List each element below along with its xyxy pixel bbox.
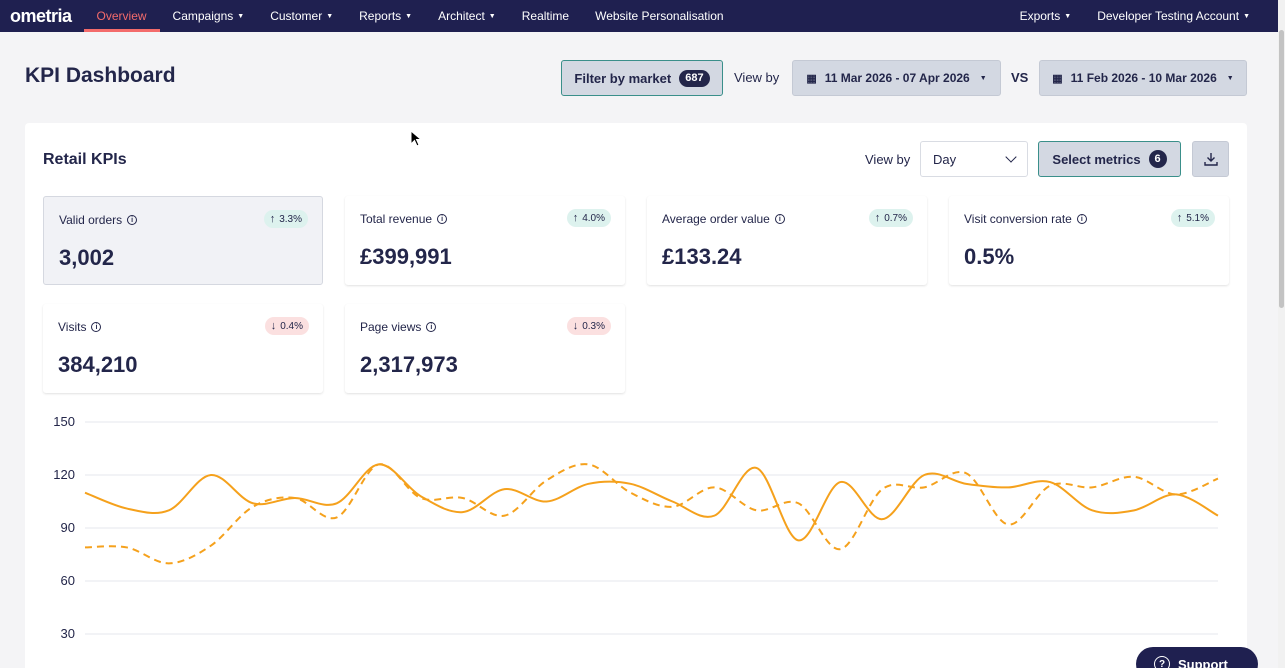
retail-kpis-card: Retail KPIs View by Day Select metrics 6… [25, 123, 1247, 668]
chevron-down-icon [1005, 151, 1017, 163]
info-icon[interactable]: i [774, 214, 785, 224]
calendar-icon: ▦ [1052, 72, 1063, 85]
delta-badge: ↓ 0.3% [566, 317, 611, 335]
ometria-logo[interactable]: ometria [10, 5, 72, 26]
arrow-up-icon: ↑ [1176, 212, 1183, 224]
caret-down-icon: ▼ [1226, 74, 1234, 82]
kpi-value: 2,317,973 [360, 352, 458, 377]
compare-range-picker[interactable]: ▦ 11 Feb 2026 - 10 Mar 2026 ▼ [1039, 60, 1247, 96]
kpi-valid-orders[interactable]: Valid orders i ↑ 3.3% 3,002 [43, 196, 323, 285]
caret-down-icon: ▼ [405, 12, 413, 20]
mouse-cursor-icon [410, 130, 422, 147]
info-icon[interactable]: i [426, 322, 437, 332]
delta-badge: ↑ 3.3% [263, 210, 308, 228]
kpi-value: £133.24 [662, 244, 742, 269]
delta-badge: ↑ 4.0% [566, 209, 611, 227]
question-icon: ? [1154, 656, 1170, 668]
kpi-page-views[interactable]: Page views i ↓ 0.3% 2,317,973 [345, 304, 625, 393]
arrow-up-icon: ↑ [572, 212, 579, 224]
kpi-total-revenue[interactable]: Total revenue i ↑ 4.0% £399,991 [345, 196, 625, 285]
delta-badge: ↓ 0.4% [264, 317, 309, 335]
caret-down-icon: ▼ [237, 12, 245, 20]
support-button[interactable]: ? Support [1136, 647, 1258, 668]
filter-by-market-button[interactable]: Filter by market 687 [561, 60, 723, 96]
arrow-up-icon: ↑ [269, 213, 276, 225]
top-nav: ometria Overview Campaigns ▼ Customer ▼ Re… [0, 0, 1278, 32]
y-tick-label: 30 [61, 626, 75, 641]
info-icon[interactable]: i [1076, 214, 1087, 224]
kpi-value: 0.5% [964, 244, 1015, 269]
kpi-visit-conversion-rate[interactable]: Visit conversion rate i ↑ 5.1% 0.5% [949, 196, 1229, 285]
caret-down-icon: ▼ [326, 12, 334, 20]
date-range-picker[interactable]: ▦ 11 Mar 2026 - 07 Apr 2026 ▼ [792, 60, 1001, 96]
caret-down-icon: ▼ [1243, 12, 1250, 20]
y-tick-label: 90 [61, 520, 75, 535]
kpi-value: 3,002 [59, 245, 115, 270]
download-button[interactable] [1192, 141, 1229, 177]
kpi-average-order-value[interactable]: Average order value i ↑ 0.7% £133.24 [647, 196, 927, 285]
download-icon [1203, 153, 1218, 166]
metrics-count-badge: 6 [1148, 150, 1167, 168]
select-metrics-button[interactable]: Select metrics 6 [1038, 141, 1181, 177]
y-tick-label: 120 [53, 467, 75, 482]
page-title: KPI Dashboard [25, 64, 176, 87]
nav-reports[interactable]: Reports ▼ [359, 9, 413, 23]
y-tick-label: 150 [53, 414, 75, 429]
caret-down-icon: ▼ [488, 12, 496, 20]
kpi-visits[interactable]: Visits i ↓ 0.4% 384,210 [43, 304, 323, 393]
nav-exports[interactable]: Exports ▼ [1019, 9, 1072, 23]
comparison-series-line[interactable] [84, 463, 1219, 565]
nav-overview[interactable]: Overview [83, 0, 160, 32]
kpi-value: £399,991 [360, 244, 452, 269]
nav-campaigns[interactable]: Campaigns ▼ [172, 9, 245, 23]
y-tick-label: 60 [61, 573, 75, 588]
nav-realtime[interactable]: Realtime [521, 9, 570, 23]
caret-down-icon: ▼ [979, 74, 987, 82]
current-series-line[interactable] [84, 463, 1219, 542]
info-icon[interactable]: i [91, 322, 102, 332]
market-count-badge: 687 [679, 69, 710, 87]
nav-account-menu[interactable]: Developer Testing Account ▼ [1097, 9, 1250, 23]
kpi-value: 384,210 [58, 352, 138, 377]
delta-badge: ↑ 0.7% [868, 209, 913, 227]
arrow-up-icon: ↑ [874, 212, 881, 224]
card-title: Retail KPIs [43, 151, 127, 168]
vs-label: VS [1011, 70, 1029, 85]
kpi-line-chart: 150 120 90 60 30 [53, 414, 1219, 641]
scrollbar-thumb[interactable] [1279, 30, 1284, 308]
nav-website-personalisation[interactable]: Website Personalisation [595, 9, 724, 23]
page-scrollbar[interactable] [1278, 0, 1285, 668]
info-icon[interactable]: i [437, 214, 448, 224]
granularity-label: View by [865, 152, 911, 167]
info-icon[interactable]: i [127, 215, 138, 225]
delta-badge: ↑ 5.1% [1170, 209, 1215, 227]
arrow-down-icon: ↓ [270, 320, 277, 332]
nav-customer[interactable]: Customer ▼ [270, 9, 334, 23]
arrow-down-icon: ↓ [572, 320, 579, 332]
nav-architect[interactable]: Architect ▼ [438, 9, 496, 23]
granularity-select[interactable]: Day [920, 141, 1028, 177]
calendar-icon: ▦ [806, 72, 817, 85]
caret-down-icon: ▼ [1064, 12, 1072, 20]
view-by-label: View by [734, 70, 780, 85]
